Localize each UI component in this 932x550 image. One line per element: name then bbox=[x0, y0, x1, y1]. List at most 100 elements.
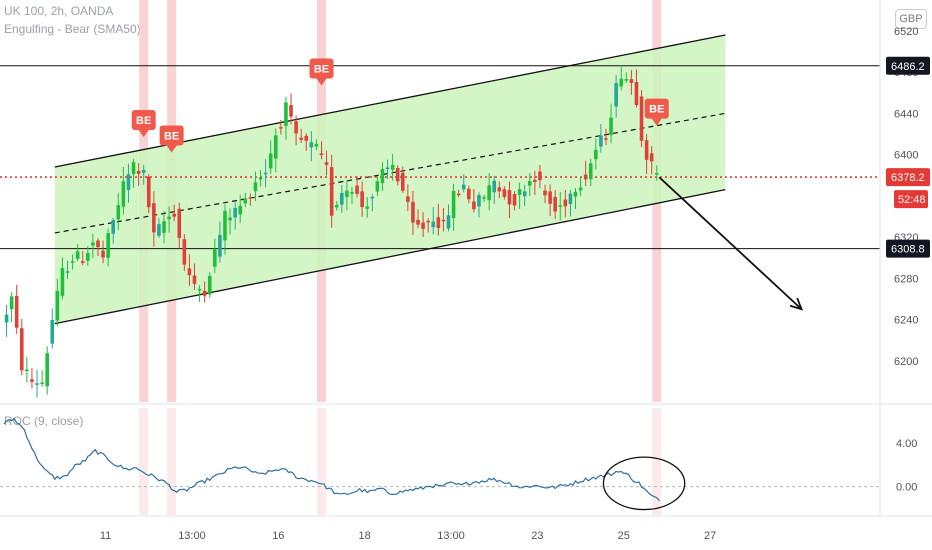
candle-body bbox=[507, 190, 512, 205]
candle-body bbox=[136, 170, 141, 174]
candle-body bbox=[360, 191, 364, 208]
candle-body bbox=[370, 196, 375, 199]
candle-body bbox=[279, 127, 283, 129]
candle-body bbox=[446, 215, 451, 229]
candle-body bbox=[431, 221, 436, 228]
candle-body bbox=[533, 179, 537, 182]
candle-body bbox=[80, 261, 85, 263]
candle-body bbox=[375, 181, 380, 192]
price-label-box bbox=[886, 239, 930, 258]
price-axis[interactable]: 6200624062806320636064006440648065206486… bbox=[879, 0, 930, 515]
candle-body bbox=[50, 320, 55, 344]
regression-channel bbox=[54, 34, 726, 325]
candle-body bbox=[512, 194, 517, 206]
candle-body bbox=[233, 207, 237, 218]
candle-body bbox=[192, 275, 197, 284]
candle-body bbox=[131, 162, 136, 175]
candle-body bbox=[522, 191, 527, 197]
roc-tick-label: 4.00 bbox=[896, 438, 917, 450]
signals-layer: BE BE BE BE bbox=[131, 58, 669, 153]
time-axis[interactable]: 11 13:00 16 18 13:00 23 25 27 bbox=[0, 515, 932, 542]
candle-body bbox=[340, 192, 344, 205]
candle-body bbox=[228, 217, 232, 221]
candle-body bbox=[238, 205, 243, 215]
candle-body bbox=[248, 197, 253, 199]
candle-body bbox=[583, 174, 588, 180]
candle-body bbox=[502, 189, 507, 197]
roc-pane bbox=[0, 403, 932, 511]
candle-body bbox=[314, 143, 319, 147]
candle-body bbox=[86, 253, 90, 261]
arrow-head bbox=[789, 297, 804, 311]
signal-pointer bbox=[316, 78, 327, 86]
price-tick-label: 6240 bbox=[894, 315, 918, 327]
candle-body bbox=[116, 205, 121, 220]
signal-badge bbox=[309, 58, 334, 79]
arrow-shaft bbox=[658, 176, 803, 310]
candle-body bbox=[319, 153, 324, 155]
price-tick-label: 6200 bbox=[894, 356, 918, 368]
signal-label: BE bbox=[136, 115, 151, 127]
candle-body bbox=[477, 194, 481, 207]
bearish-engulfing-signal: BE bbox=[131, 110, 156, 137]
candle-body bbox=[436, 217, 441, 229]
currency-badge[interactable]: GBP bbox=[895, 9, 927, 29]
signal-badge bbox=[131, 110, 156, 130]
candle-body bbox=[329, 167, 334, 216]
candle-body bbox=[304, 135, 309, 141]
candle-body bbox=[121, 181, 126, 207]
time-tick-label: 16 bbox=[272, 530, 284, 542]
candle-body bbox=[634, 81, 639, 106]
candle-body bbox=[101, 250, 105, 258]
candle-body bbox=[70, 261, 75, 263]
price-tick-label: 6520 bbox=[894, 26, 918, 38]
candle-body bbox=[182, 239, 187, 265]
candle-body bbox=[299, 137, 303, 140]
candle-body bbox=[334, 204, 339, 208]
candle-body bbox=[456, 193, 461, 196]
indicator-legend[interactable]: Engulfing - Bear (SMA50) bbox=[4, 22, 141, 36]
candle-body bbox=[187, 268, 192, 276]
candle-body bbox=[106, 233, 110, 258]
candle-body bbox=[19, 328, 24, 371]
candle-body bbox=[461, 184, 466, 190]
candle-body bbox=[25, 369, 29, 372]
candle-body bbox=[91, 242, 95, 246]
chart-symbol-title[interactable]: UK 100, 2h, OANDA bbox=[4, 4, 114, 18]
candle-body bbox=[14, 295, 19, 328]
candle-body bbox=[558, 205, 563, 207]
price-label-text: 6378.2 bbox=[891, 172, 925, 184]
channel-middle-line bbox=[54, 112, 726, 234]
candle-body bbox=[472, 201, 476, 210]
signal-highlight-band-roc bbox=[139, 408, 149, 515]
candle-body bbox=[654, 173, 659, 175]
signal-highlight-band-roc bbox=[652, 408, 662, 515]
signal-highlight-band-roc bbox=[167, 408, 177, 515]
candle-body bbox=[426, 220, 430, 223]
time-tick-label: 13:00 bbox=[437, 530, 465, 542]
candle-body bbox=[273, 135, 278, 159]
candle-body bbox=[451, 190, 456, 219]
candle-body bbox=[223, 210, 227, 241]
candle-body bbox=[629, 79, 634, 83]
signal-label: BE bbox=[314, 63, 329, 75]
candle-body bbox=[543, 190, 547, 196]
bearish-engulfing-signal: BE bbox=[309, 58, 334, 86]
candle-body bbox=[517, 189, 522, 195]
candle-body bbox=[213, 249, 217, 267]
price-tick-label: 6440 bbox=[894, 108, 918, 120]
roc-legend[interactable]: ROC (9, close) bbox=[4, 414, 84, 428]
candle-body bbox=[197, 288, 202, 291]
candle-body bbox=[482, 197, 486, 199]
price-label-text: 6308.8 bbox=[891, 244, 925, 256]
candle-body bbox=[202, 290, 207, 296]
candle-body bbox=[380, 169, 385, 184]
candle-body bbox=[253, 182, 258, 192]
signal-label: BE bbox=[164, 130, 179, 142]
candle-body bbox=[309, 142, 314, 148]
candle-body bbox=[9, 296, 14, 310]
candle-body bbox=[599, 135, 603, 147]
candle-body bbox=[162, 221, 166, 233]
countdown-box bbox=[894, 190, 928, 209]
